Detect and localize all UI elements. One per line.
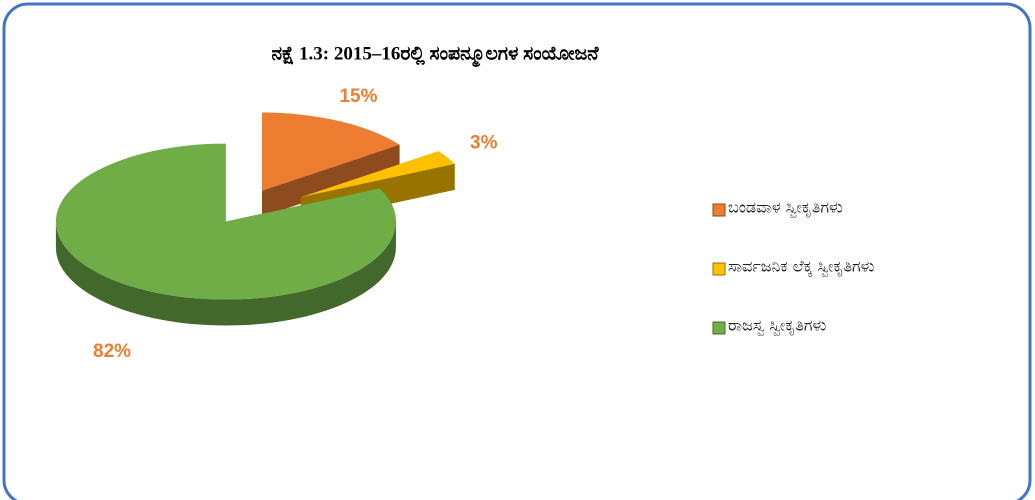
legend-swatch <box>712 203 726 217</box>
legend-swatch <box>712 262 726 276</box>
legend-label: ಬಂಡವಾಳ ಸ್ವೀಕೃತಿಗಳು <box>728 198 843 218</box>
data-label: 82% <box>93 341 131 362</box>
data-label: 3% <box>470 133 498 154</box>
slice-side <box>55 221 396 326</box>
pie-slice <box>262 112 400 191</box>
pie-slice <box>300 151 455 198</box>
data-label: 15% <box>339 86 377 107</box>
legend-label: ರಾಜಸ್ವ ಸ್ವೀಕೃತಿಗಳು <box>728 316 826 336</box>
pie-slice <box>55 143 396 300</box>
chart-title: ನಕ್ಷೆ 1.3: 2015–16ರಲ್ಲಿ ಸಂಪನ್ಮೂಲಗಳ ಸಂಯೋಜ… <box>271 43 599 67</box>
legend-swatch <box>712 321 726 335</box>
legend-label: ಸಾರ್ವಜನಿಕ ಲೆಕ್ಕ ಸ್ವೀಕೃತಿಗಳು <box>728 257 874 277</box>
slice-side <box>262 144 400 217</box>
